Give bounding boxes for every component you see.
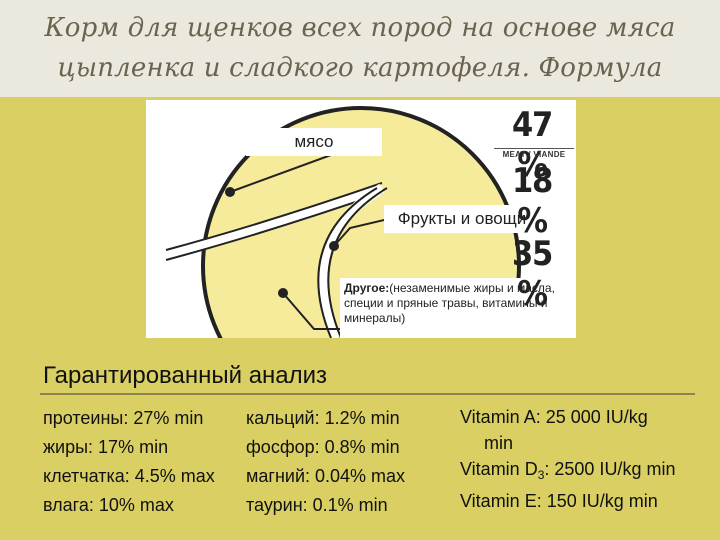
vitamin-e: Vitamin E: 150 IU/kg min xyxy=(460,491,658,511)
analysis-item: жиры: 17% min xyxy=(43,437,169,457)
other-percent: 35 % xyxy=(512,234,553,314)
fruit-label: Фрукты и овощи xyxy=(384,205,540,233)
analysis-item: клетчатка: 4.5% max xyxy=(43,466,215,486)
meat-label: мясо xyxy=(246,128,382,156)
analysis-column-1: протеины: 27% min жиры: 17% min клетчатк… xyxy=(43,404,215,520)
vitamin-d-prefix: Vitamin D xyxy=(460,459,538,479)
analysis-item: влага: 10% max xyxy=(43,495,174,515)
meat-percent: 47 % xyxy=(512,105,553,185)
analysis-item: таурин: 0.1% min xyxy=(246,495,388,515)
slice-gap-1 xyxy=(164,183,384,260)
analysis-item: фосфор: 0.8% min xyxy=(246,437,400,457)
fruit-leader-line xyxy=(333,219,385,247)
vitamin-d-suffix: : 2500 IU/kg min xyxy=(544,459,676,479)
vitamin-d-subscript: 3 xyxy=(537,468,545,482)
other-label-text: (незаменимые жиры и масла, специи и прян… xyxy=(344,281,555,325)
vitamin-a: Vitamin A: 25 000 IU/kg xyxy=(460,407,648,427)
meat-caption: MEAT / VIANDE xyxy=(494,148,574,159)
vitamin-d: Vitamin D3: 2500 IU/kg min xyxy=(460,456,675,488)
page-title: Корм для щенков всех пород на основе мяс… xyxy=(44,13,676,123)
analysis-item: магний: 0.04% max xyxy=(246,466,406,486)
other-label-bold: Другое: xyxy=(344,281,390,295)
slice-edge-2a xyxy=(317,187,378,338)
slice-edge-1b xyxy=(165,192,383,261)
fruit-percent: 18 % xyxy=(512,161,553,241)
vitamin-a-unit: min xyxy=(484,433,514,453)
analysis-column-2: кальций: 1.2% min фосфор: 0.8% min магни… xyxy=(246,404,405,520)
analysis-heading: Гарантированный анализ xyxy=(43,362,328,389)
analysis-item: кальций: 1.2% min xyxy=(246,408,400,428)
slice-edge-2b xyxy=(327,187,388,338)
other-label: Другое:(незаменимые жиры и масла, специи… xyxy=(340,278,574,338)
analysis-item: протеины: 27% min xyxy=(43,408,204,428)
pie-outline xyxy=(201,106,521,338)
other-leader-line xyxy=(282,292,340,330)
vitamin-column: Vitamin A: 25 000 IU/kg min Vitamin D3: … xyxy=(460,404,675,514)
slice-gap-2 xyxy=(318,183,385,338)
heading-rule xyxy=(40,393,695,395)
slice-edge-1a xyxy=(165,182,383,251)
title-band: Корм для щенков всех пород на основе мяс… xyxy=(0,0,720,123)
